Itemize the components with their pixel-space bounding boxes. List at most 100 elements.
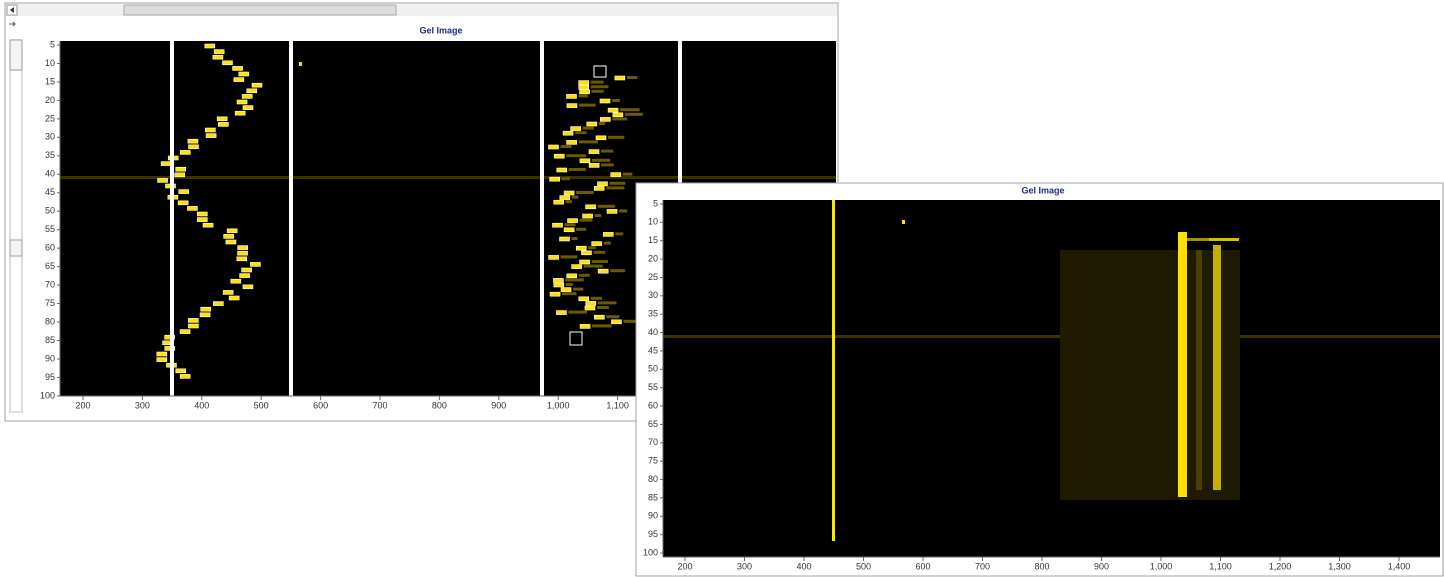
x-tick-label: 800 (1034, 561, 1049, 571)
y-tick-label: 30 (45, 132, 55, 142)
y-tick-label: 75 (45, 298, 55, 308)
band (205, 133, 217, 138)
band (579, 324, 591, 329)
band (178, 189, 190, 194)
y-tick-label: 100 (643, 547, 658, 557)
band (588, 246, 596, 250)
scroll-thumb[interactable] (123, 4, 397, 16)
band (234, 110, 246, 116)
x-tick-label: 700 (372, 400, 387, 410)
band (588, 149, 600, 154)
band (596, 306, 609, 309)
band (175, 166, 187, 172)
slider-handle[interactable] (9, 239, 23, 257)
slider-handle[interactable] (9, 39, 23, 71)
band (578, 103, 596, 107)
band (559, 236, 570, 242)
band (156, 351, 168, 357)
band (626, 76, 638, 79)
band (614, 75, 626, 81)
band (585, 301, 597, 306)
band (553, 278, 564, 283)
band (578, 94, 588, 98)
band (598, 122, 606, 125)
y-tick-label: 35 (648, 309, 658, 319)
band (591, 158, 611, 162)
band (590, 85, 609, 89)
band (236, 99, 248, 105)
band (607, 107, 619, 113)
y-tick-label: 55 (45, 224, 55, 234)
band (571, 237, 578, 240)
band (597, 301, 617, 305)
band (576, 191, 594, 194)
band (216, 116, 228, 122)
x-tick-label: 1,100 (606, 400, 629, 410)
band (566, 103, 578, 108)
x-tick-label: 700 (975, 561, 990, 571)
band (591, 260, 608, 263)
band (565, 283, 573, 286)
band (548, 144, 559, 150)
vertical-slider[interactable] (9, 39, 23, 413)
band (225, 239, 237, 245)
band (622, 172, 633, 176)
band (612, 112, 624, 118)
band (566, 154, 587, 158)
y-tick-label: 90 (648, 511, 658, 521)
band (606, 186, 625, 190)
band (164, 334, 175, 340)
y-tick-label: 95 (648, 529, 658, 539)
y-tick-label: 15 (648, 235, 658, 245)
band (222, 290, 234, 295)
y-tick-label: 65 (648, 419, 658, 429)
x-tick-label: 800 (432, 400, 447, 410)
band (549, 291, 561, 297)
band (175, 368, 187, 374)
band (251, 82, 263, 88)
band (179, 150, 191, 155)
band (250, 262, 261, 267)
band (553, 282, 565, 288)
band (594, 214, 602, 217)
band (157, 178, 168, 183)
band (199, 312, 211, 318)
band (578, 273, 590, 277)
expand-icon[interactable] (9, 21, 16, 27)
x-tick-label: 200 (677, 561, 692, 571)
band (179, 374, 191, 379)
band (156, 357, 168, 362)
band (241, 94, 253, 99)
band (179, 329, 191, 334)
band (246, 88, 258, 94)
y-tick-label: 5 (50, 39, 55, 49)
band (601, 163, 614, 167)
band (597, 204, 616, 208)
band (196, 217, 208, 222)
band (196, 211, 208, 217)
x-tick-label: 400 (796, 561, 811, 571)
gel-bands (60, 43, 836, 379)
band (566, 140, 577, 145)
x-tick-label: 1,300 (1328, 561, 1351, 571)
band (1209, 238, 1239, 241)
band (606, 209, 618, 214)
y-tick-label: 70 (45, 279, 55, 289)
gel-bands (663, 200, 1440, 541)
band (624, 112, 643, 116)
x-tick-label: 900 (491, 400, 506, 410)
y-tick-label: 30 (648, 290, 658, 300)
band (583, 264, 603, 268)
y-tick-label: 45 (648, 345, 658, 355)
y-tick-label: 90 (45, 353, 55, 363)
band (593, 65, 607, 78)
band (595, 135, 607, 141)
x-tick-label: 200 (75, 400, 90, 410)
band (591, 241, 602, 246)
band (188, 144, 199, 150)
band (599, 98, 611, 104)
band (615, 232, 624, 236)
y-tick-label: 25 (648, 272, 658, 282)
band (232, 66, 243, 71)
band (299, 62, 302, 66)
